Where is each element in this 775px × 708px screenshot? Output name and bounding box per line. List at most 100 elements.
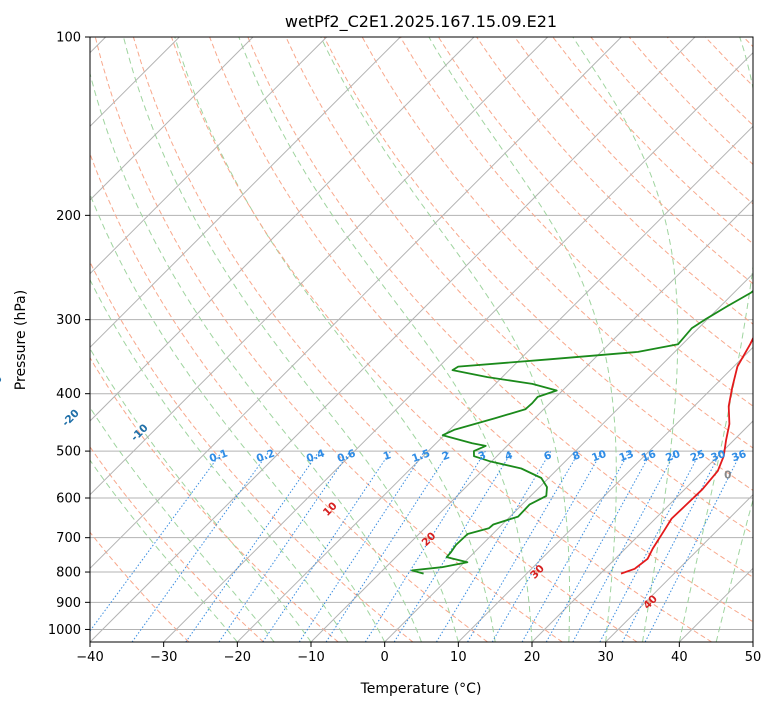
mixing-ratio-label: 30 — [709, 448, 727, 464]
dry-adiabat — [437, 37, 753, 366]
x-tick-label: −10 — [297, 650, 324, 665]
isotherm — [531, 420, 753, 642]
mixing-ratio-lines — [90, 450, 743, 642]
mixing-ratio-line — [364, 450, 486, 642]
y-tick-label: 900 — [56, 596, 81, 611]
y-tick-label: 100 — [56, 31, 81, 46]
isotherm — [90, 37, 254, 201]
mixing-ratio-label: 4 — [503, 449, 514, 463]
isotherm — [90, 37, 475, 422]
isotherms — [90, 37, 753, 642]
y-tick-label: 1000 — [48, 623, 81, 638]
mixing-ratio-label: 2 — [440, 449, 451, 463]
mixing-ratio-line — [599, 450, 701, 642]
moist-adiabat — [678, 37, 753, 642]
chart-title: wetPf2_C2E1.2025.167.15.09.E21 — [285, 12, 557, 32]
y-tick-label: 500 — [56, 445, 81, 460]
x-tick-label: −30 — [150, 650, 177, 665]
mixing-ratio-label: 0.4 — [305, 447, 327, 465]
dry-adiabat — [90, 446, 264, 642]
x-tick-label: −20 — [224, 650, 251, 665]
dry-adiabat — [209, 37, 753, 623]
sounding-series — [411, 289, 753, 575]
moist-adiabat — [90, 278, 349, 642]
y-axis-label: Pressure (hPa) — [13, 290, 29, 390]
mixing-ratio-label: 16 — [640, 448, 658, 464]
mixing-ratio-line — [621, 450, 722, 642]
mixing-ratio-line — [218, 450, 351, 642]
dry-adiabat — [171, 37, 712, 642]
dry-adiabat — [94, 37, 563, 642]
moist-adiabat — [572, 37, 679, 642]
x-axis-label: Temperature (°C) — [360, 681, 482, 697]
mixing-ratio-label: 0.2 — [255, 447, 277, 465]
y-tick-label: 300 — [56, 313, 81, 328]
mixing-ratio-label: 0.6 — [336, 447, 358, 465]
moist-adiabat — [238, 37, 533, 642]
isotherm — [457, 346, 753, 642]
dry-adiabat — [399, 37, 753, 407]
y-tick-label: 400 — [56, 387, 81, 402]
mixing-ratio-line — [644, 450, 743, 642]
dry-adiabat — [247, 37, 753, 578]
isotherm — [163, 51, 753, 642]
mixing-ratio-line — [298, 450, 425, 642]
mixing-ratio-line — [521, 450, 630, 642]
mixing-ratio-line — [572, 450, 677, 642]
mixing-ratio-label: 20 — [664, 448, 682, 464]
plot-area — [90, 37, 753, 642]
mixing-ratio-line — [131, 450, 270, 642]
dry-adiabat — [132, 37, 638, 642]
moist-adiabat — [90, 406, 275, 642]
moist-adiabat — [123, 37, 459, 642]
isotherm — [90, 37, 401, 349]
y-tick-label: 800 — [56, 566, 81, 581]
x-tick-label: 10 — [450, 650, 467, 665]
temperature-line — [620, 336, 753, 575]
x-axis-ticks: −40 −30 −20 −10 0 10 20 30 40 50 — [76, 642, 761, 665]
x-tick-label: 30 — [597, 650, 614, 665]
dry-adiabat — [285, 37, 753, 535]
dry-adiabat — [90, 152, 488, 642]
moist-adiabat — [428, 37, 617, 642]
isotherm — [90, 37, 549, 496]
dry-adiabat — [90, 356, 339, 642]
mixing-ratio-label: 1 — [382, 449, 393, 463]
mixing-ratio-line — [90, 450, 223, 632]
mixing-ratio-line — [545, 450, 653, 642]
mixing-ratio-label: 0.1 — [208, 447, 230, 465]
plot-frame — [89, 36, 754, 643]
isotherm — [90, 37, 622, 570]
y-tick-label: 200 — [56, 209, 81, 224]
dewpoint-line — [411, 289, 753, 575]
dry-adiabat — [361, 37, 753, 449]
mixing-ratio-line — [185, 450, 320, 642]
x-tick-label: 40 — [671, 650, 688, 665]
mixing-ratio-label: 8 — [571, 449, 582, 463]
y-axis-ticks: 100 200 300 400 500 600 700 800 900 1000 — [48, 31, 90, 638]
y-tick-label: 700 — [56, 531, 81, 546]
mixing-ratio-label: 10 — [590, 448, 608, 464]
moist-adiabat — [320, 37, 571, 642]
x-tick-label: 20 — [524, 650, 541, 665]
x-tick-label: −40 — [76, 650, 103, 665]
moist-adiabat — [715, 497, 753, 642]
y-tick-label: 600 — [56, 492, 81, 507]
mixing-ratio-label: 3 — [477, 449, 488, 463]
isotherm — [90, 37, 696, 642]
isotherm — [605, 493, 753, 642]
isotherm — [90, 37, 328, 275]
moist-adiabat — [90, 71, 422, 642]
dry-adiabat — [90, 531, 190, 642]
moist-adiabat — [174, 37, 496, 642]
moist-adiabat — [90, 459, 238, 642]
mixing-ratio-label: 25 — [689, 448, 707, 464]
mixing-ratio-label: 6 — [542, 449, 553, 463]
mixing-ratio-label: 13 — [618, 448, 636, 464]
marker-label: 0 — [724, 470, 731, 482]
mixing-ratio-line — [325, 450, 450, 642]
isotherm — [236, 125, 753, 642]
mixing-ratio-label: 36 — [730, 448, 748, 464]
